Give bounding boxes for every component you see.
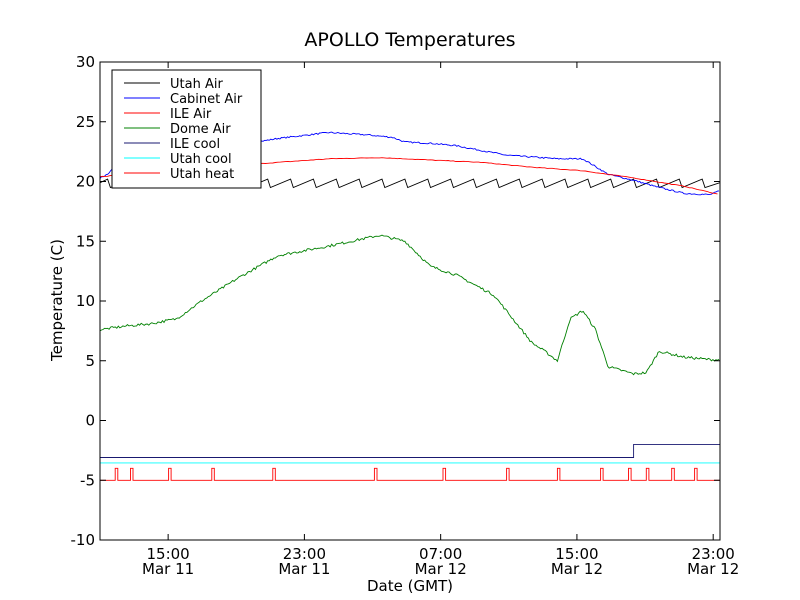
legend-box	[111, 69, 262, 189]
legend-label: ILE Air	[170, 107, 212, 122]
y-tick-label: -10	[71, 531, 96, 549]
x-tick-label-date: Mar 12	[687, 560, 739, 578]
y-tick-label: 20	[76, 173, 95, 191]
x-tick-label-time: 15:00	[555, 545, 598, 563]
chart-title: APOLLO Temperatures	[304, 29, 515, 51]
y-axis-label: Temperature (C)	[48, 239, 66, 362]
x-tick-label-time: 23:00	[283, 545, 326, 563]
legend-label: ILE cool	[170, 137, 220, 152]
legend-label: Utah heat	[170, 167, 234, 182]
y-tick-label: -5	[80, 471, 95, 489]
series-line-ile-cool	[100, 443, 720, 458]
y-tick-label: 10	[76, 292, 95, 310]
x-axis-label: Date (GMT)	[367, 577, 453, 595]
x-tick-label-date: Mar 11	[142, 560, 194, 578]
legend-label: Dome Air	[170, 122, 231, 137]
x-tick-label-time: 07:00	[419, 545, 462, 563]
y-tick-label: 25	[76, 113, 95, 131]
y-tick-label: 5	[85, 352, 95, 370]
y-tick-label: 30	[76, 53, 95, 71]
legend-label: Utah Air	[170, 77, 223, 92]
y-tick-label: 0	[85, 412, 95, 430]
y-tick-label: 15	[76, 232, 95, 250]
legend-label: Cabinet Air	[170, 92, 243, 107]
x-tick-label-date: Mar 11	[278, 560, 330, 578]
x-tick-label-time: 15:00	[147, 545, 190, 563]
series-line-utah-heat	[100, 467, 720, 481]
x-tick-label-date: Mar 12	[415, 560, 467, 578]
series-line-dome-air	[100, 234, 720, 376]
x-tick-label-date: Mar 12	[551, 560, 603, 578]
x-tick-label-time: 23:00	[692, 545, 735, 563]
legend-label: Utah cool	[170, 152, 232, 167]
